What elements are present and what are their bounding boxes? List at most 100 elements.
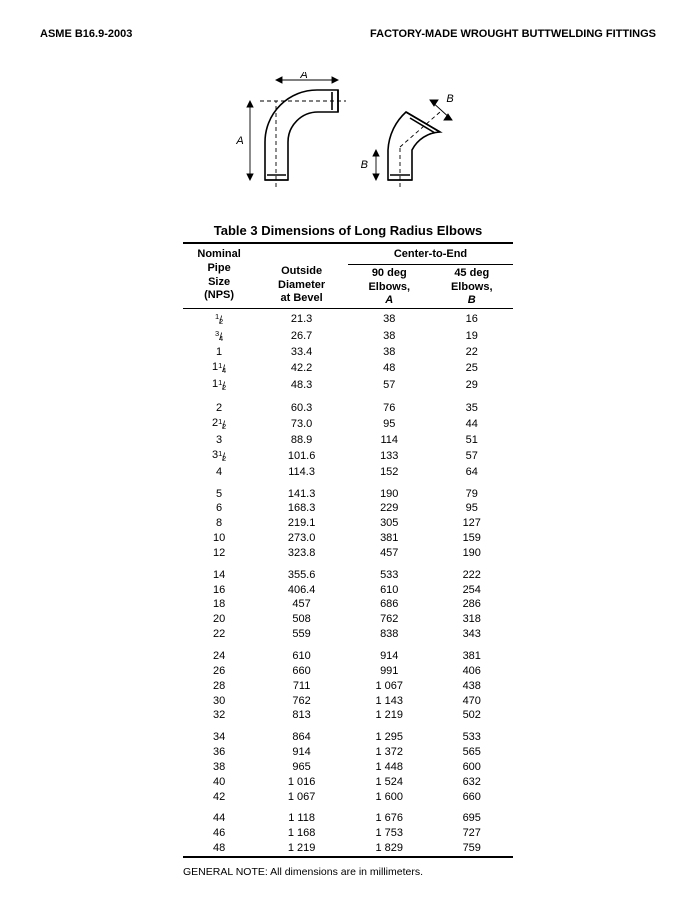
cell-nps: 24 <box>183 642 255 664</box>
cell-od: 42.2 <box>255 360 348 377</box>
cell-nps: 12 <box>183 546 255 561</box>
cell-b: 19 <box>431 328 514 345</box>
cell-b: 565 <box>431 745 514 760</box>
cell-od: 1 219 <box>255 841 348 857</box>
table-row: 21/273.09544 <box>183 416 513 433</box>
cell-a: 991 <box>348 664 431 679</box>
cell-od: 1 118 <box>255 804 348 826</box>
cell-a: 114 <box>348 433 431 448</box>
table-row: 3/426.73819 <box>183 328 513 345</box>
col-header-45-2: Elbows, <box>451 281 493 293</box>
cell-od: 21.3 <box>255 311 348 328</box>
cell-nps: 6 <box>183 501 255 516</box>
cell-od: 73.0 <box>255 416 348 433</box>
cell-nps: 8 <box>183 516 255 531</box>
table-row: 441 1181 676695 <box>183 804 513 826</box>
cell-b: 318 <box>431 612 514 627</box>
cell-a: 1 067 <box>348 679 431 694</box>
cell-b: 222 <box>431 561 514 583</box>
cell-b: 660 <box>431 790 514 805</box>
cell-nps: 46 <box>183 826 255 841</box>
cell-nps: 5 <box>183 480 255 502</box>
cell-od: 559 <box>255 627 348 642</box>
cell-b: 44 <box>431 416 514 433</box>
col-header-45-3: B <box>468 294 476 306</box>
cell-a: 1 753 <box>348 826 431 841</box>
cell-b: 727 <box>431 826 514 841</box>
col-header-center-to-end: Center-to-End <box>348 243 513 264</box>
cell-b: 286 <box>431 597 514 612</box>
col-header-od-3: at Bevel <box>280 292 322 304</box>
cell-nps: 32 <box>183 708 255 723</box>
table-row: 14355.6533222 <box>183 561 513 583</box>
cell-b: 470 <box>431 694 514 709</box>
cell-b: 254 <box>431 583 514 598</box>
cell-od: 914 <box>255 745 348 760</box>
cell-a: 1 829 <box>348 841 431 857</box>
cell-b: 16 <box>431 311 514 328</box>
cell-od: 168.3 <box>255 501 348 516</box>
table-row: 10273.0381159 <box>183 531 513 546</box>
table-title: Table 3 Dimensions of Long Radius Elbows <box>40 223 656 238</box>
elbow-dimensions-table: Nominal Pipe Size (NPS) Outside Diameter… <box>183 242 513 858</box>
cell-b: 632 <box>431 775 514 790</box>
table-row: 287111 067438 <box>183 679 513 694</box>
cell-od: 101.6 <box>255 448 348 465</box>
cell-nps: 1 <box>183 345 255 360</box>
cell-b: 438 <box>431 679 514 694</box>
table-row: 16406.4610254 <box>183 583 513 598</box>
table-row: 18457686286 <box>183 597 513 612</box>
cell-a: 229 <box>348 501 431 516</box>
cell-od: 88.9 <box>255 433 348 448</box>
cell-od: 33.4 <box>255 345 348 360</box>
cell-a: 1 143 <box>348 694 431 709</box>
cell-b: 29 <box>431 377 514 394</box>
col-header-od-2: Diameter <box>278 279 325 291</box>
cell-a: 38 <box>348 311 431 328</box>
cell-a: 1 448 <box>348 760 431 775</box>
table-row: 20508762318 <box>183 612 513 627</box>
cell-nps: 18 <box>183 597 255 612</box>
cell-nps: 3/4 <box>183 328 255 345</box>
table-row: 22559838343 <box>183 627 513 642</box>
cell-nps: 40 <box>183 775 255 790</box>
cell-od: 457 <box>255 597 348 612</box>
cell-od: 813 <box>255 708 348 723</box>
cell-b: 57 <box>431 448 514 465</box>
cell-a: 1 676 <box>348 804 431 826</box>
cell-a: 914 <box>348 642 431 664</box>
cell-a: 610 <box>348 583 431 598</box>
cell-od: 864 <box>255 723 348 745</box>
cell-b: 159 <box>431 531 514 546</box>
col-header-nps-1: Nominal <box>197 248 240 260</box>
cell-b: 95 <box>431 501 514 516</box>
general-note: GENERAL NOTE: All dimensions are in mill… <box>183 866 513 878</box>
table-row: 421 0671 600660 <box>183 790 513 805</box>
cell-od: 1 168 <box>255 826 348 841</box>
table-row: 11/442.24825 <box>183 360 513 377</box>
cell-nps: 38 <box>183 760 255 775</box>
cell-od: 660 <box>255 664 348 679</box>
cell-a: 1 600 <box>348 790 431 805</box>
cell-b: 343 <box>431 627 514 642</box>
table-row: 133.43822 <box>183 345 513 360</box>
cell-b: 381 <box>431 642 514 664</box>
table-row: 388.911451 <box>183 433 513 448</box>
dim-label-B-side: B <box>361 159 368 171</box>
cell-nps: 34 <box>183 723 255 745</box>
cell-a: 38 <box>348 328 431 345</box>
cell-b: 600 <box>431 760 514 775</box>
cell-a: 57 <box>348 377 431 394</box>
cell-a: 38 <box>348 345 431 360</box>
cell-a: 48 <box>348 360 431 377</box>
cell-b: 22 <box>431 345 514 360</box>
cell-b: 51 <box>431 433 514 448</box>
table-row: 260.37635 <box>183 394 513 416</box>
cell-nps: 11/2 <box>183 377 255 394</box>
cell-a: 152 <box>348 465 431 480</box>
col-header-nps-4: (NPS) <box>204 289 234 301</box>
cell-b: 25 <box>431 360 514 377</box>
header-left: ASME B16.9-2003 <box>40 28 132 40</box>
cell-od: 1 016 <box>255 775 348 790</box>
cell-nps: 28 <box>183 679 255 694</box>
